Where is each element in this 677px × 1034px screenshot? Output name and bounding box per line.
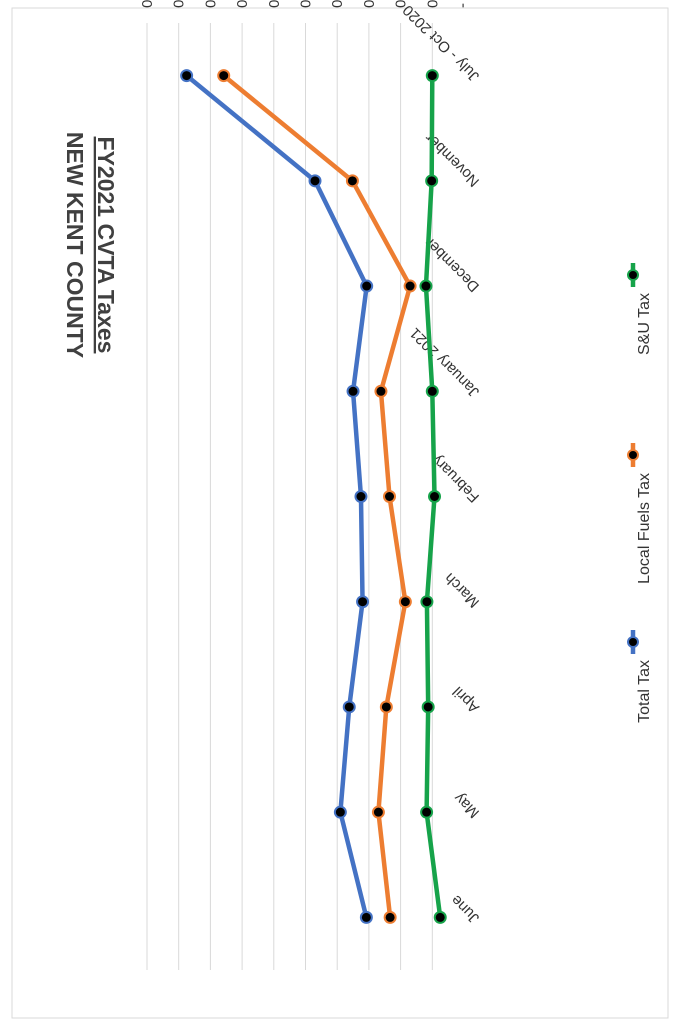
legend-label: Total Tax bbox=[636, 660, 653, 723]
y-tick-label: 900,000 bbox=[170, 0, 187, 8]
data-point bbox=[345, 174, 359, 188]
data-point bbox=[359, 910, 373, 924]
legend-marker bbox=[627, 269, 639, 281]
chart-title: NEW KENT COUNTY bbox=[62, 132, 88, 358]
data-point bbox=[420, 595, 434, 609]
data-point bbox=[371, 805, 385, 819]
y-tick-label: 300,000 bbox=[360, 0, 377, 8]
chart-subtitle: FY2021 CVTA Taxes bbox=[93, 137, 119, 354]
y-tick-label: 200,000 bbox=[392, 0, 409, 8]
series-local-fuels-tax bbox=[217, 69, 417, 924]
data-point bbox=[374, 384, 388, 398]
legend-item: Total Tax bbox=[627, 630, 653, 723]
legend-marker bbox=[627, 449, 639, 461]
data-point bbox=[421, 700, 435, 714]
data-point bbox=[403, 279, 417, 293]
data-point bbox=[360, 279, 374, 293]
data-point bbox=[425, 69, 439, 83]
y-tick-label: 1,000,000 bbox=[138, 0, 155, 8]
data-point bbox=[420, 805, 434, 819]
y-tick-label: 500,000 bbox=[297, 0, 314, 8]
data-point bbox=[342, 700, 356, 714]
data-point bbox=[398, 595, 412, 609]
legend-item: S&U Tax bbox=[627, 263, 653, 355]
data-point bbox=[333, 805, 347, 819]
chart-frame bbox=[11, 7, 669, 1019]
legend: S&U Tax Local Fuels Tax Total Tax bbox=[627, 263, 653, 723]
data-point bbox=[419, 279, 433, 293]
data-point bbox=[383, 490, 397, 503]
data-point bbox=[180, 69, 194, 83]
data-point bbox=[425, 384, 439, 398]
data-point bbox=[354, 490, 368, 503]
y-tick-label: 800,000 bbox=[201, 0, 218, 8]
legend-label: Local Fuels Tax bbox=[636, 473, 653, 584]
series-s-u-tax bbox=[419, 69, 447, 924]
data-point bbox=[425, 174, 439, 188]
data-point bbox=[356, 595, 370, 609]
data-point bbox=[433, 910, 447, 924]
y-tick-label: 600,000 bbox=[265, 0, 282, 8]
legend-item: Local Fuels Tax bbox=[627, 443, 653, 584]
data-point bbox=[428, 490, 442, 503]
legend-marker bbox=[627, 636, 639, 648]
data-point bbox=[383, 910, 397, 924]
y-axis-ticks: - 100,000 200,000 300,000 400,000 500,000 600,… bbox=[138, 0, 472, 8]
data-point bbox=[308, 174, 322, 188]
series-total-tax bbox=[180, 69, 374, 924]
y-tick-label: - bbox=[455, 3, 472, 8]
data-point bbox=[346, 384, 360, 398]
legend-label: S&U Tax bbox=[636, 293, 653, 355]
y-tick-label: 400,000 bbox=[328, 0, 345, 8]
series bbox=[180, 69, 447, 924]
y-tick-label: 100,000 bbox=[423, 0, 440, 8]
data-point bbox=[379, 700, 393, 714]
y-tick-label: 700,000 bbox=[233, 0, 250, 8]
data-point bbox=[217, 69, 231, 83]
